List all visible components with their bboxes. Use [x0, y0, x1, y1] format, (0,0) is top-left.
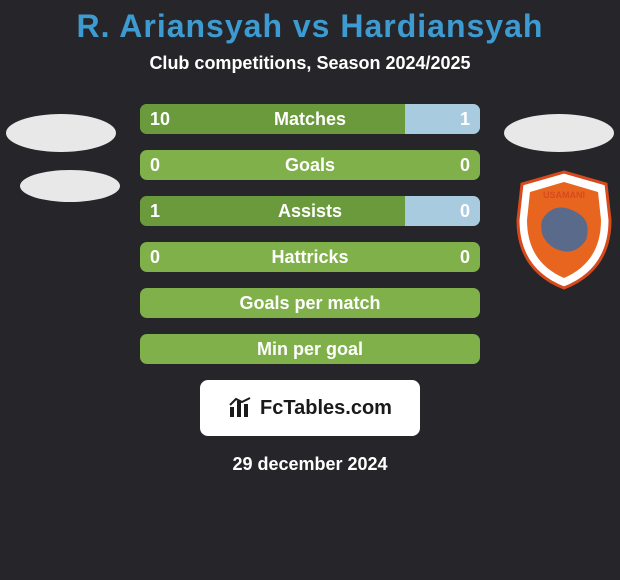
branding-text: FcTables.com [260, 397, 392, 420]
stats-area: USAMANI 10 Matches 1 0 Goals 0 [0, 104, 620, 475]
comparison-infographic: R. Ariansyah vs Hardiansyah Club competi… [0, 0, 620, 580]
team-left-avatar [20, 170, 120, 202]
stat-value-right: 0 [460, 150, 470, 180]
badge-top-text: USAMANI [543, 190, 585, 200]
chart-icon [228, 397, 254, 419]
footer-date: 29 december 2024 [0, 454, 620, 475]
stat-label: Min per goal [140, 334, 480, 364]
stat-label: Matches [140, 104, 480, 134]
stat-row-assists: 1 Assists 0 [140, 196, 480, 226]
stat-row-min-per-goal: Min per goal [140, 334, 480, 364]
stat-value-right: 0 [460, 196, 470, 226]
branding-badge: FcTables.com [200, 380, 420, 436]
page-subtitle: Club competitions, Season 2024/2025 [0, 53, 620, 74]
player-left-avatar [6, 114, 116, 152]
stat-label: Goals [140, 150, 480, 180]
stat-value-right: 1 [460, 104, 470, 134]
stat-label: Assists [140, 196, 480, 226]
stat-row-goals-per-match: Goals per match [140, 288, 480, 318]
page-title: R. Ariansyah vs Hardiansyah [0, 0, 620, 45]
stat-row-matches: 10 Matches 1 [140, 104, 480, 134]
stat-value-right: 0 [460, 242, 470, 272]
stat-rows: 10 Matches 1 0 Goals 0 1 Assists 0 [140, 104, 480, 364]
stat-label: Goals per match [140, 288, 480, 318]
stat-row-goals: 0 Goals 0 [140, 150, 480, 180]
shield-icon: USAMANI [514, 170, 614, 290]
team-right-badge: USAMANI [514, 170, 614, 290]
stat-row-hattricks: 0 Hattricks 0 [140, 242, 480, 272]
stat-label: Hattricks [140, 242, 480, 272]
player-right-avatar [504, 114, 614, 152]
